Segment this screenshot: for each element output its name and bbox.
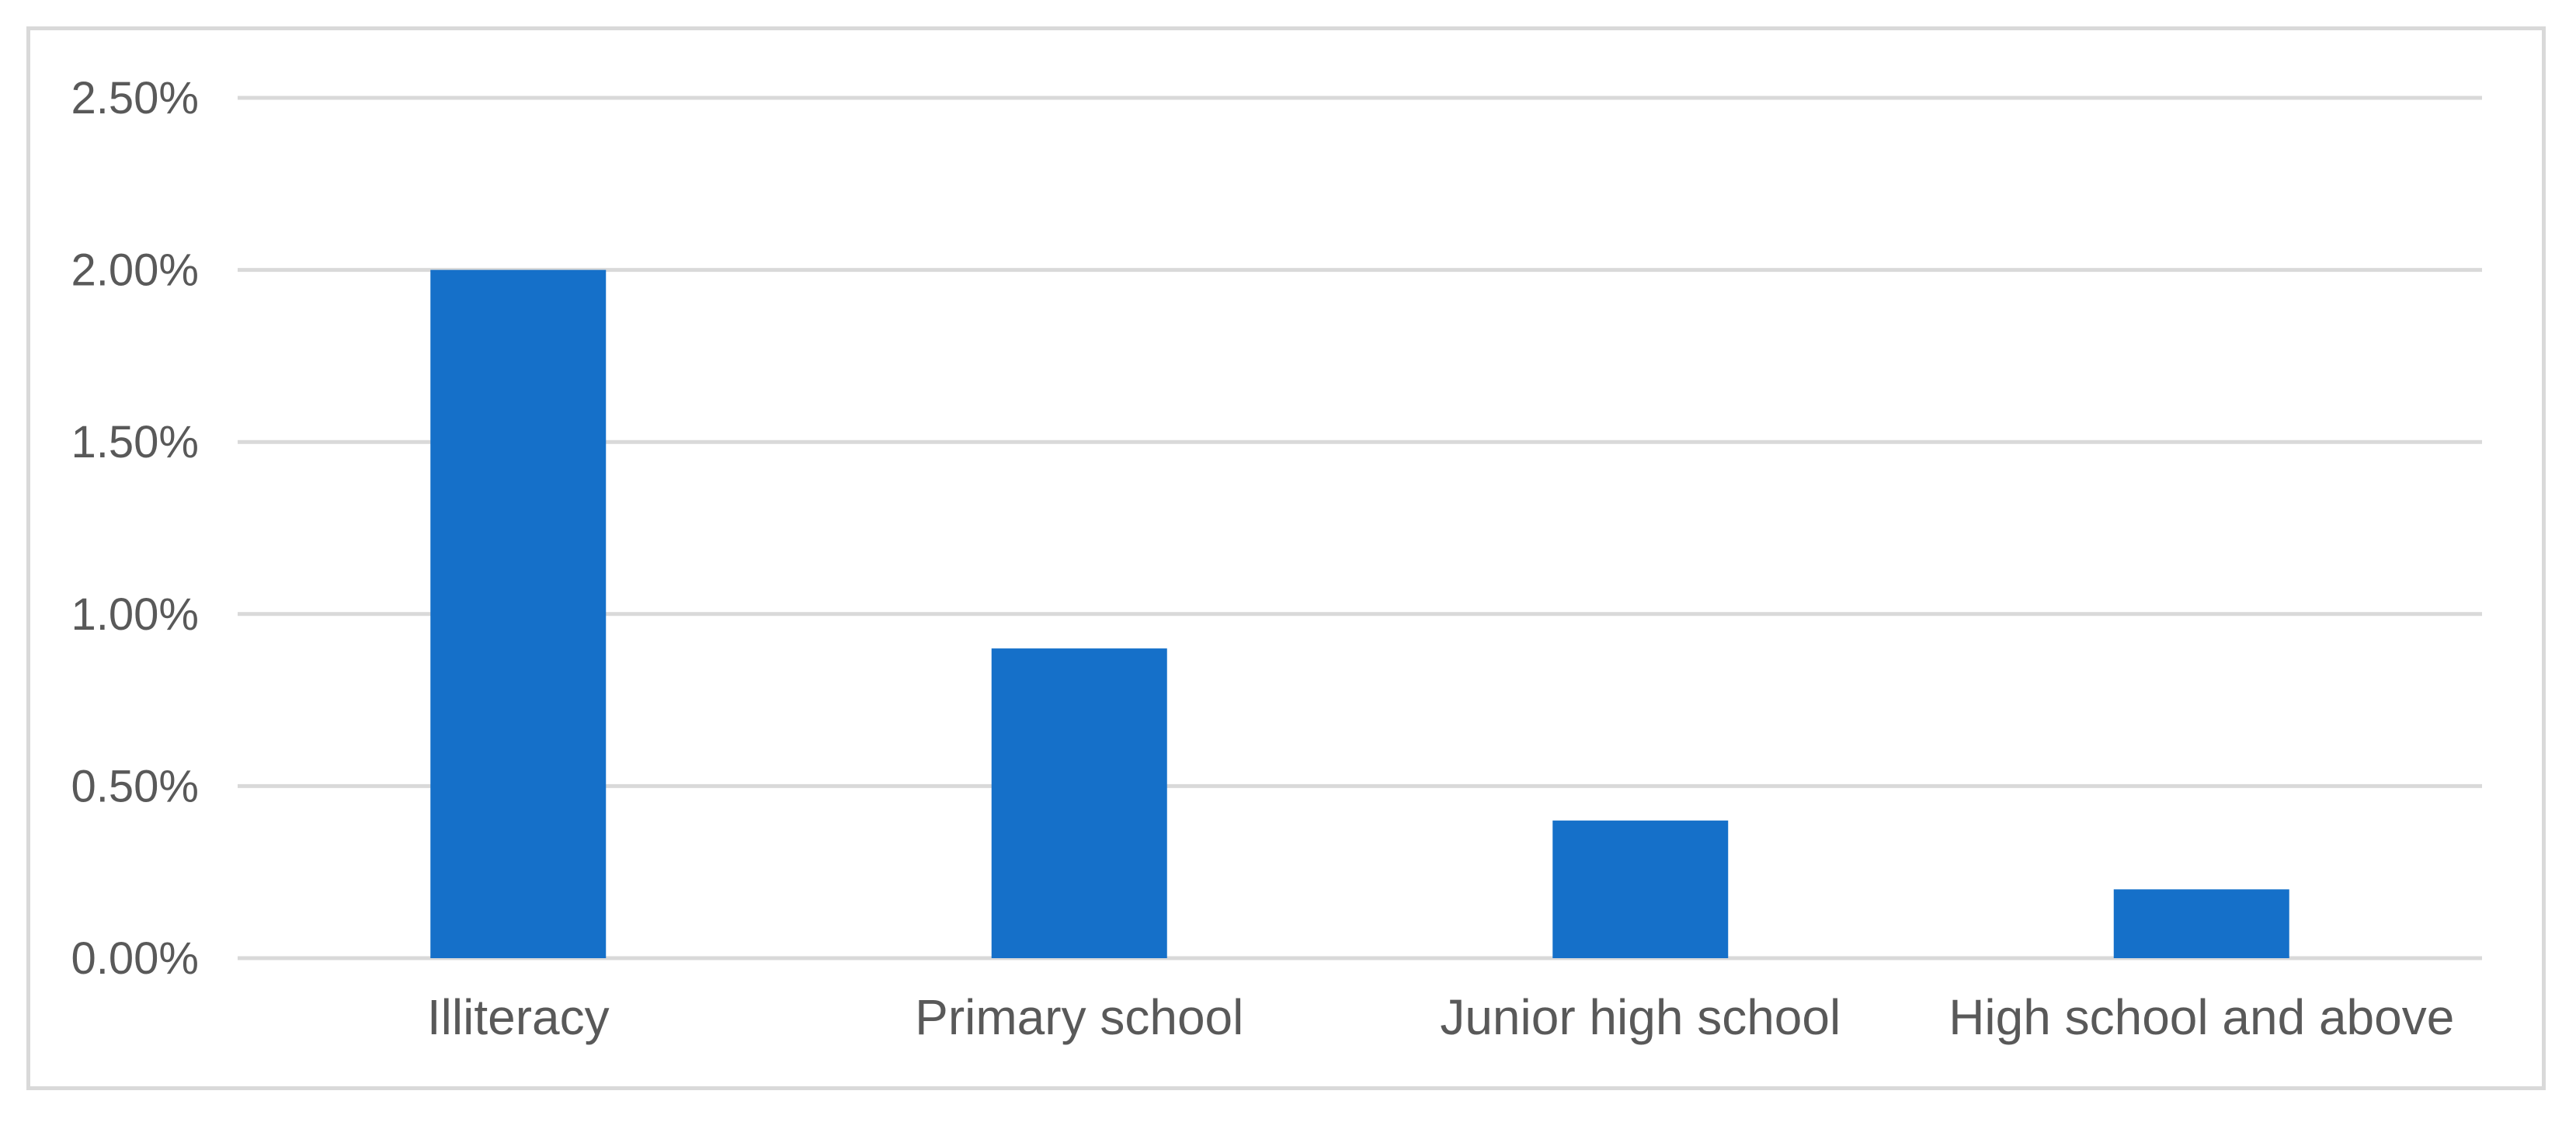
bar-primary-school — [991, 648, 1167, 958]
gridlines — [238, 96, 2482, 960]
y-tick-label: 0.50% — [71, 761, 199, 811]
x-category-label: Junior high school — [1440, 989, 1841, 1045]
x-category-label: Illiteracy — [427, 989, 610, 1045]
y-tick-label: 2.50% — [71, 73, 199, 123]
y-tick-label: 1.50% — [71, 417, 199, 467]
bar-junior-high-school — [1552, 820, 1729, 958]
x-category-label: Primary school — [915, 989, 1243, 1045]
bars — [430, 269, 2289, 959]
bar-illiteracy — [430, 269, 607, 959]
y-tick-label: 1.00% — [71, 589, 199, 640]
y-axis-tick-labels: 0.00% 0.50% 1.00% 1.50% 2.00% 2.50% — [71, 73, 199, 984]
y-tick-label: 2.00% — [71, 245, 199, 296]
x-category-label: High school and above — [1949, 989, 2454, 1045]
bar-high-school-and-above — [2113, 889, 2289, 958]
x-axis-category-labels: Illiteracy Primary school Junior high scho… — [427, 989, 2454, 1045]
y-tick-label: 0.00% — [71, 933, 199, 984]
